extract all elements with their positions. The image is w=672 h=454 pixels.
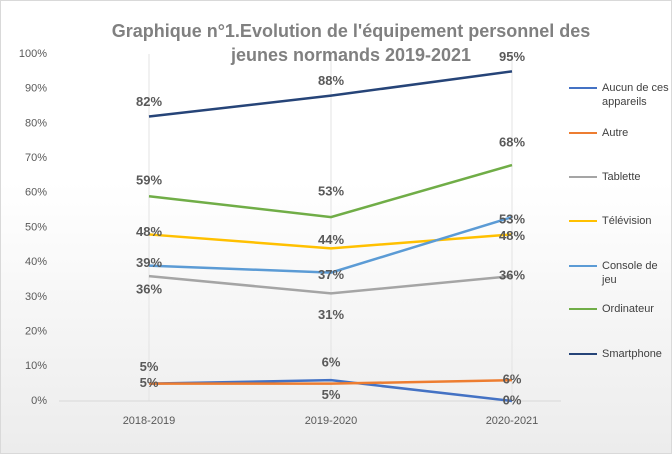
legend-label: Smartphone (602, 348, 662, 360)
y-tick-label: 50% (25, 221, 47, 233)
legend-item: Aucun de ces appareils (569, 81, 669, 109)
data-label: 53% (318, 184, 344, 199)
data-label: 95% (499, 49, 525, 64)
legend-swatch (569, 87, 597, 89)
data-label: 5% (140, 375, 159, 390)
legend-label: Autre (602, 127, 629, 139)
data-label: 53% (499, 212, 525, 227)
series-line (149, 378, 513, 385)
y-tick-label: 100% (19, 48, 47, 60)
data-label: 68% (499, 134, 525, 149)
chart-title: Graphique n°1.Evolution de l'équipement … (111, 21, 591, 65)
y-tick-label: 40% (25, 256, 47, 268)
data-label: 5% (140, 359, 159, 374)
data-label: 48% (499, 228, 525, 243)
legend-item: Télévision (569, 214, 669, 228)
legend-swatch (569, 308, 597, 310)
data-label: 0% (503, 392, 522, 407)
data-label: 39% (136, 255, 162, 270)
data-label: 36% (136, 282, 162, 297)
data-label: 36% (499, 268, 525, 283)
data-label: 82% (136, 94, 162, 109)
y-tick-label: 30% (25, 291, 47, 303)
y-tick-label: 80% (25, 117, 47, 129)
legend-label: Console de jeu (602, 260, 658, 286)
legend-item: Ordinateur (569, 302, 669, 316)
series-line (148, 163, 513, 219)
legend-label: Ordinateur (602, 303, 654, 315)
legend-swatch (569, 176, 597, 178)
x-tick-label: 2019-2020 (305, 415, 358, 427)
legend-label: Aucun de ces appareils (602, 82, 669, 108)
legend-item: Smartphone (569, 347, 669, 361)
legend-swatch (569, 265, 597, 267)
data-label: 44% (318, 232, 344, 247)
legend-item: Autre (569, 126, 669, 140)
data-label: 37% (318, 267, 344, 282)
x-tick-label: 2020-2021 (486, 415, 539, 427)
legend-swatch (569, 132, 597, 134)
legend-swatch (569, 353, 597, 355)
y-tick-label: 20% (25, 326, 47, 338)
series-line (148, 233, 513, 250)
y-tick-label: 0% (31, 395, 47, 407)
y-tick-label: 90% (25, 83, 47, 95)
data-label: 59% (136, 173, 162, 188)
y-tick-label: 70% (25, 152, 47, 164)
series-line (148, 70, 513, 118)
legend-item: Tablette (569, 170, 669, 184)
data-label: 6% (503, 372, 522, 387)
legend-swatch (569, 220, 597, 222)
data-label: 88% (318, 73, 344, 88)
data-label: 6% (322, 355, 341, 370)
series-line (148, 215, 513, 274)
legend-item: Console de jeu (569, 259, 669, 287)
legend-label: Tablette (602, 171, 641, 183)
y-tick-label: 10% (25, 360, 47, 372)
series-line (148, 274, 513, 295)
x-tick-label: 2018-2019 (123, 415, 176, 427)
data-label: 48% (136, 224, 162, 239)
data-label: 31% (318, 307, 344, 322)
y-tick-label: 60% (25, 187, 47, 199)
data-label: 5% (322, 387, 341, 402)
legend-label: Télévision (602, 215, 652, 227)
